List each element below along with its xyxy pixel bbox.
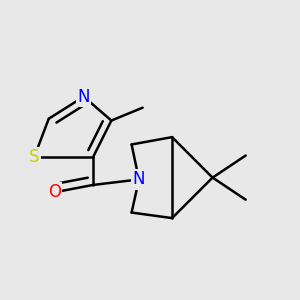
Text: O: O	[48, 183, 61, 201]
Text: S: S	[29, 148, 39, 166]
Text: N: N	[77, 88, 90, 106]
Text: N: N	[133, 170, 145, 188]
